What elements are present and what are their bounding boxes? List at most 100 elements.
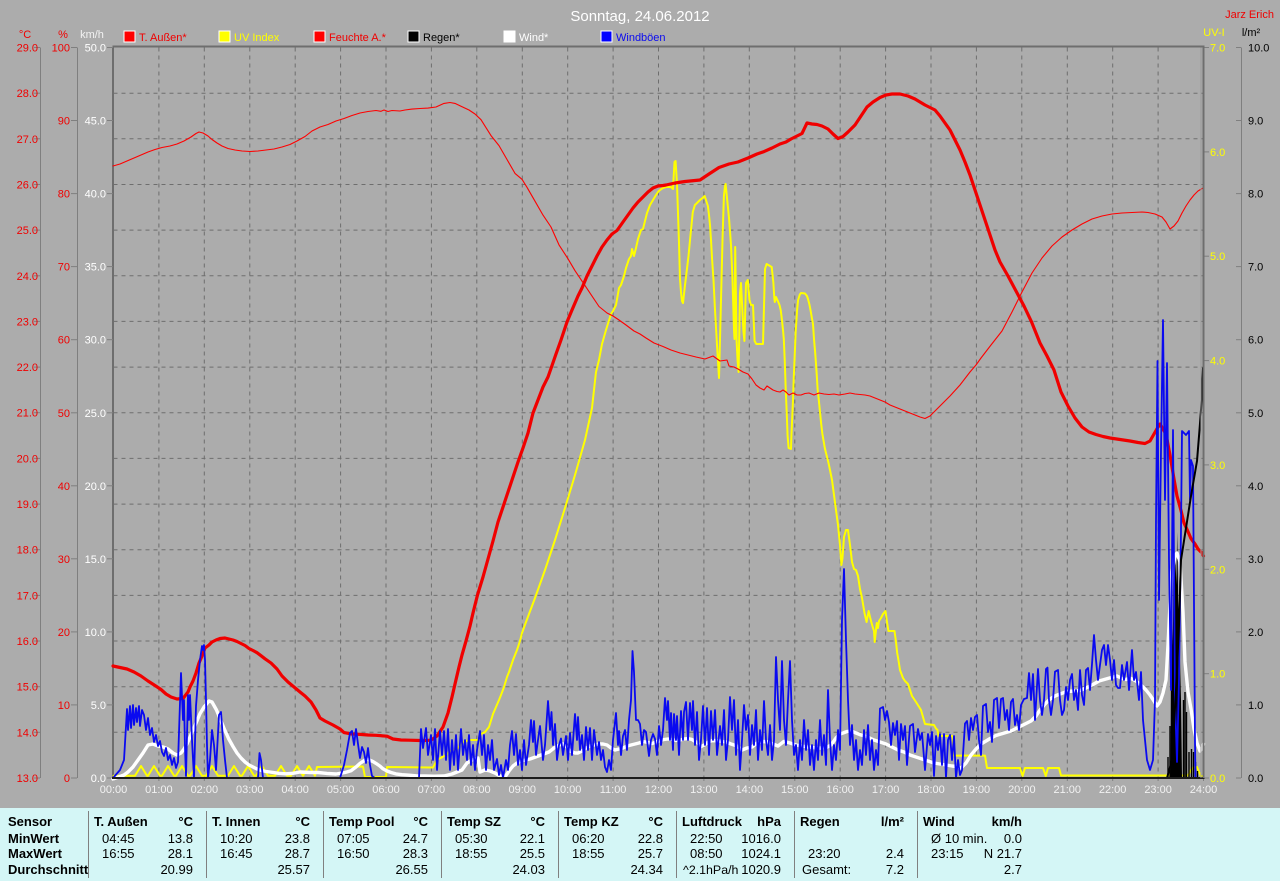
svg-text:28.7: 28.7 — [285, 846, 310, 861]
svg-text:24:00: 24:00 — [1190, 784, 1218, 796]
svg-text:0.0: 0.0 — [91, 773, 106, 785]
svg-text:Jarz Erich: Jarz Erich — [1225, 9, 1274, 21]
svg-text:25.7: 25.7 — [638, 846, 663, 861]
svg-text:Durchschnitt: Durchschnitt — [8, 862, 89, 877]
svg-text:1.0: 1.0 — [1210, 669, 1225, 681]
svg-text:23.8: 23.8 — [285, 831, 310, 846]
svg-text:°C: °C — [648, 814, 663, 829]
svg-text:°C: °C — [178, 814, 193, 829]
svg-text:08:00: 08:00 — [463, 784, 491, 796]
svg-text:10:00: 10:00 — [554, 784, 582, 796]
svg-text:0.0: 0.0 — [1248, 773, 1263, 785]
svg-text:20.99: 20.99 — [160, 862, 193, 877]
svg-text:50: 50 — [58, 408, 70, 420]
svg-text:km/h: km/h — [80, 29, 104, 41]
svg-text:23:20: 23:20 — [808, 846, 841, 861]
svg-text:01:00: 01:00 — [145, 784, 173, 796]
svg-text:14.0: 14.0 — [17, 727, 38, 739]
svg-text:Feuchte A.*: Feuchte A.* — [329, 32, 387, 44]
svg-text:30: 30 — [58, 554, 70, 566]
svg-text:28.3: 28.3 — [403, 846, 428, 861]
svg-text:25.5: 25.5 — [520, 846, 545, 861]
svg-text:24.34: 24.34 — [630, 862, 663, 877]
svg-text:l/m²: l/m² — [1242, 27, 1261, 39]
svg-text:%: % — [58, 29, 68, 41]
svg-text:MaxWert: MaxWert — [8, 846, 63, 861]
svg-text:3.0: 3.0 — [1210, 460, 1225, 472]
svg-text:T. Außen: T. Außen — [94, 814, 148, 829]
svg-text:18:55: 18:55 — [455, 846, 488, 861]
svg-text:04:00: 04:00 — [281, 784, 309, 796]
svg-text:23:00: 23:00 — [1144, 784, 1172, 796]
svg-text:17.0: 17.0 — [17, 590, 38, 602]
svg-text:18.0: 18.0 — [17, 545, 38, 557]
svg-text:16.0: 16.0 — [17, 636, 38, 648]
svg-text:hPa: hPa — [757, 814, 782, 829]
svg-text:2.4: 2.4 — [886, 846, 904, 861]
svg-text:3.0: 3.0 — [1248, 554, 1263, 566]
svg-text:10: 10 — [58, 700, 70, 712]
svg-text:23.0: 23.0 — [17, 316, 38, 328]
svg-text:1016.0: 1016.0 — [741, 831, 781, 846]
svg-text:50.0: 50.0 — [85, 43, 106, 55]
svg-text:Temp SZ: Temp SZ — [447, 814, 501, 829]
svg-text:22.8: 22.8 — [638, 831, 663, 846]
svg-text:0: 0 — [64, 773, 70, 785]
svg-text:13.0: 13.0 — [17, 773, 38, 785]
svg-text:26.55: 26.55 — [395, 862, 428, 877]
svg-text:1.0: 1.0 — [1248, 700, 1263, 712]
svg-text:13:00: 13:00 — [690, 784, 718, 796]
svg-text:km/h: km/h — [992, 814, 1022, 829]
svg-text:27.0: 27.0 — [17, 134, 38, 146]
svg-text:22.1: 22.1 — [520, 831, 545, 846]
svg-text:UV Index: UV Index — [234, 32, 280, 44]
svg-text:7.0: 7.0 — [1210, 43, 1225, 55]
svg-text:40: 40 — [58, 481, 70, 493]
svg-text:13.8: 13.8 — [168, 831, 193, 846]
svg-text:70: 70 — [58, 262, 70, 274]
svg-text:0.0: 0.0 — [1210, 773, 1225, 785]
svg-text:22:50: 22:50 — [690, 831, 723, 846]
svg-text:04:45: 04:45 — [102, 831, 135, 846]
svg-text:18:55: 18:55 — [572, 846, 605, 861]
svg-text:1020.9: 1020.9 — [741, 862, 781, 877]
svg-text:25.57: 25.57 — [277, 862, 310, 877]
svg-text:Wind: Wind — [923, 814, 955, 829]
svg-text:0.0: 0.0 — [1004, 831, 1022, 846]
svg-text:12:00: 12:00 — [645, 784, 673, 796]
svg-text:T. Innen: T. Innen — [212, 814, 260, 829]
svg-text:20: 20 — [58, 627, 70, 639]
svg-text:7.0: 7.0 — [1248, 262, 1263, 274]
svg-text:40.0: 40.0 — [85, 189, 106, 201]
svg-text:14:00: 14:00 — [736, 784, 764, 796]
svg-text:10:20: 10:20 — [220, 831, 253, 846]
svg-text:23:15: 23:15 — [931, 846, 964, 861]
svg-text:16:00: 16:00 — [826, 784, 854, 796]
svg-text:MinWert: MinWert — [8, 831, 60, 846]
svg-text:8.0: 8.0 — [1248, 189, 1263, 201]
svg-text:2.0: 2.0 — [1248, 627, 1263, 639]
svg-text:05:30: 05:30 — [455, 831, 488, 846]
svg-text:Gesamt:: Gesamt: — [802, 862, 851, 877]
svg-text:9.0: 9.0 — [1248, 116, 1263, 128]
svg-text:20.0: 20.0 — [17, 453, 38, 465]
svg-text:15.0: 15.0 — [85, 554, 106, 566]
svg-text:°C: °C — [19, 29, 31, 41]
svg-text:Regen: Regen — [800, 814, 840, 829]
svg-text:Ø 10 min.: Ø 10 min. — [931, 831, 987, 846]
svg-text:90: 90 — [58, 116, 70, 128]
svg-text:09:00: 09:00 — [508, 784, 536, 796]
svg-text:1024.1: 1024.1 — [741, 846, 781, 861]
svg-text:Temp Pool: Temp Pool — [329, 814, 394, 829]
svg-text:16:55: 16:55 — [102, 846, 135, 861]
svg-text:03:00: 03:00 — [236, 784, 264, 796]
svg-text:N 21.7: N 21.7 — [984, 846, 1022, 861]
svg-text:22.0: 22.0 — [17, 362, 38, 374]
svg-text:2.7: 2.7 — [1004, 862, 1022, 877]
svg-text:60: 60 — [58, 335, 70, 347]
svg-text:19:00: 19:00 — [963, 784, 991, 796]
svg-text:4.0: 4.0 — [1210, 356, 1225, 368]
svg-text:Sensor: Sensor — [8, 814, 52, 829]
svg-text:00:00: 00:00 — [100, 784, 128, 796]
svg-text:^2.1hPa/h: ^2.1hPa/h — [683, 863, 739, 877]
